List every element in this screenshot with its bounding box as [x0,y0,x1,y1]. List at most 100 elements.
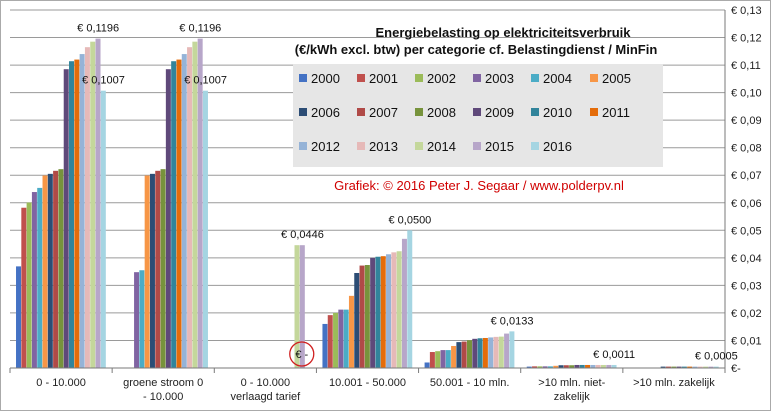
bar [482,337,488,368]
legend-swatch [299,108,307,116]
value-annotations: € 0,1196 € 0,1007 € 0,1196 € 0,1007 € 0,0446… [77,23,738,367]
bar [144,175,150,368]
bar [553,365,559,368]
legend-label: 2002 [427,71,456,86]
bar [74,59,80,368]
bar [42,175,48,368]
value-label: € 0,1007 [184,75,227,87]
bar [84,47,90,369]
legend-swatch [415,142,423,150]
bar [665,366,671,368]
x-category-label: groene stroom 0 [123,377,203,389]
y-tick-label: € 0,05 [731,225,762,237]
y-tick-label: € 0,07 [731,170,762,182]
bar [396,251,402,368]
bar [375,256,381,368]
bar [187,47,193,369]
x-category-label: 0 - 10.000 [241,377,291,389]
legend-swatch [415,74,423,82]
y-tick-label: € 0,09 [731,115,762,127]
bar [595,364,601,368]
legend-swatch [590,108,598,116]
bar [327,315,333,368]
bar [155,170,161,368]
bar [713,366,719,368]
bar [504,333,510,368]
x-category-label: 50.001 - 10 mln. [430,377,510,389]
bar [687,366,693,368]
bar [493,336,499,368]
bar [477,338,483,368]
bar [401,238,407,368]
highlight-circle [289,341,315,367]
bar [348,295,354,368]
bar [176,59,182,368]
legend-label: 2000 [311,71,340,86]
bar [370,257,376,368]
legend-swatch [473,74,481,82]
value-label: € 0,1007 [82,75,125,87]
bar [160,169,166,368]
bar [391,252,397,368]
bar [58,169,64,368]
bar [343,309,349,368]
bar [26,202,32,368]
bar [461,341,467,368]
y-tick-label: € 0,02 [731,308,762,320]
value-label: € 0,1196 [179,23,221,35]
legend-swatch [415,108,423,116]
bar [600,364,606,368]
bar [407,230,413,368]
bar [440,350,446,368]
bar [294,245,300,368]
axes [9,10,726,373]
bar [611,364,617,368]
value-label: € 0,1196 [77,23,119,35]
value-label: € 0,0011 [593,349,635,361]
bar [456,342,462,368]
bar [466,340,472,368]
legend-label: 2009 [485,105,514,120]
chart-title-line-2: (€/kWh excl. btw) per categorie cf. Bela… [295,42,658,57]
bar [435,351,441,368]
bar [708,366,714,368]
bar [47,173,53,368]
legend-swatch [357,74,365,82]
bar [202,90,208,368]
bar [676,366,682,368]
bar [100,90,106,368]
x-category-label: 10.001 - 50.000 [329,377,406,389]
bar [692,366,698,368]
bar [338,309,344,368]
chart-title-line-1: Energiebelasting op elektriciteitsverbru… [375,25,631,40]
y-tick-label: € 0,01 [731,335,762,347]
legend-swatch [473,142,481,150]
bar [359,265,365,368]
bar [197,38,203,368]
x-category-label: >10 mln. niet- [538,377,605,389]
bar [16,266,22,368]
bar [579,364,585,368]
y-tick-label: € 0,13 [731,5,762,17]
bar [95,38,101,368]
bar [498,336,504,368]
legend-label: 2011 [602,105,630,120]
value-label: € 0,0500 [388,214,431,226]
y-tick-labels: €- € 0,01 € 0,02 € 0,03 € 0,04 € 0,05 € 0,06 € … [731,5,762,375]
bar [139,270,145,368]
bar [53,170,59,368]
bar [165,69,171,369]
bar [21,207,27,368]
bar [90,41,96,369]
y-tick-label: € 0,10 [731,88,762,100]
x-category-labels: 0 - 10.000 groene stroom 0 - 10.000 0 - 10.… [36,377,715,403]
value-label: € - [295,349,308,361]
bar [333,312,339,368]
bar [488,337,494,368]
bar [585,364,591,368]
bar [681,366,687,368]
bar [547,366,553,368]
legend-label: 2013 [369,139,398,154]
x-category-label: >10 mln. zakelijk [633,377,715,389]
